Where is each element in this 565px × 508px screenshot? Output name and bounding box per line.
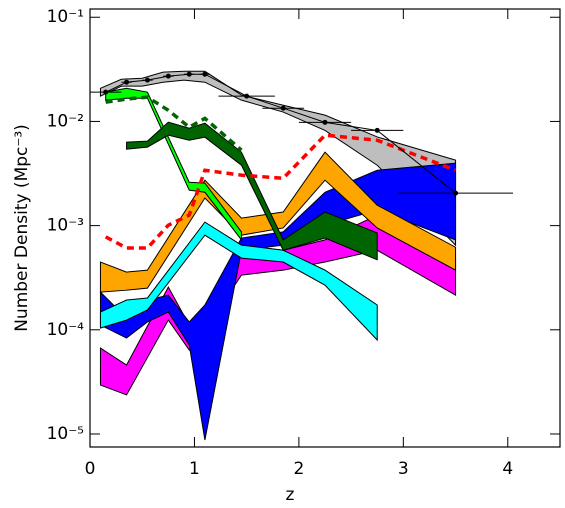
band bbox=[126, 121, 378, 261]
data-point bbox=[280, 105, 286, 111]
dashed-line bbox=[104, 133, 457, 250]
y-axis-label: Number Density (Mpc⁻³) bbox=[12, 124, 32, 332]
data-point bbox=[186, 71, 192, 77]
x-tick-label: 1 bbox=[189, 459, 200, 479]
y-tick-label: 10⁻⁴ bbox=[47, 320, 85, 340]
x-axis-label: z bbox=[286, 485, 295, 505]
data-point bbox=[165, 73, 171, 79]
data-point bbox=[322, 119, 328, 125]
x-tick-label: 0 bbox=[85, 459, 96, 479]
band bbox=[99, 162, 457, 441]
band bbox=[99, 221, 378, 342]
band bbox=[105, 87, 242, 242]
plot-frame bbox=[89, 8, 561, 448]
y-tick-label: 10⁻⁵ bbox=[47, 424, 84, 444]
data-point bbox=[453, 190, 459, 196]
y-tick-label: 10⁻¹ bbox=[47, 7, 84, 27]
y-tick-label: 10⁻³ bbox=[47, 216, 84, 236]
data-point bbox=[103, 89, 109, 95]
dashed-line bbox=[105, 95, 243, 152]
x-tick-label: 3 bbox=[398, 459, 409, 479]
y-tick-label: 10⁻² bbox=[47, 111, 84, 131]
data-point bbox=[374, 127, 380, 133]
data-point bbox=[124, 79, 130, 85]
data-point bbox=[244, 93, 250, 99]
data-point bbox=[144, 77, 150, 83]
x-tick-label: 2 bbox=[293, 459, 304, 479]
data-point bbox=[202, 71, 208, 77]
x-tick-label: 4 bbox=[502, 459, 513, 479]
band bbox=[99, 151, 457, 293]
